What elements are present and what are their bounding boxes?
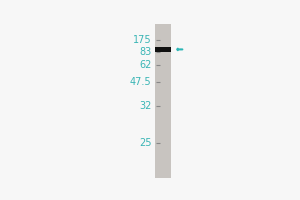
Text: 32: 32 bbox=[139, 101, 152, 111]
Text: 175: 175 bbox=[133, 35, 152, 45]
Text: 25: 25 bbox=[139, 138, 152, 148]
Text: 83: 83 bbox=[139, 47, 152, 57]
Text: 47.5: 47.5 bbox=[130, 77, 152, 87]
Bar bbox=[155, 47, 171, 52]
Text: 62: 62 bbox=[139, 60, 152, 70]
Bar bbox=[155, 24, 171, 178]
